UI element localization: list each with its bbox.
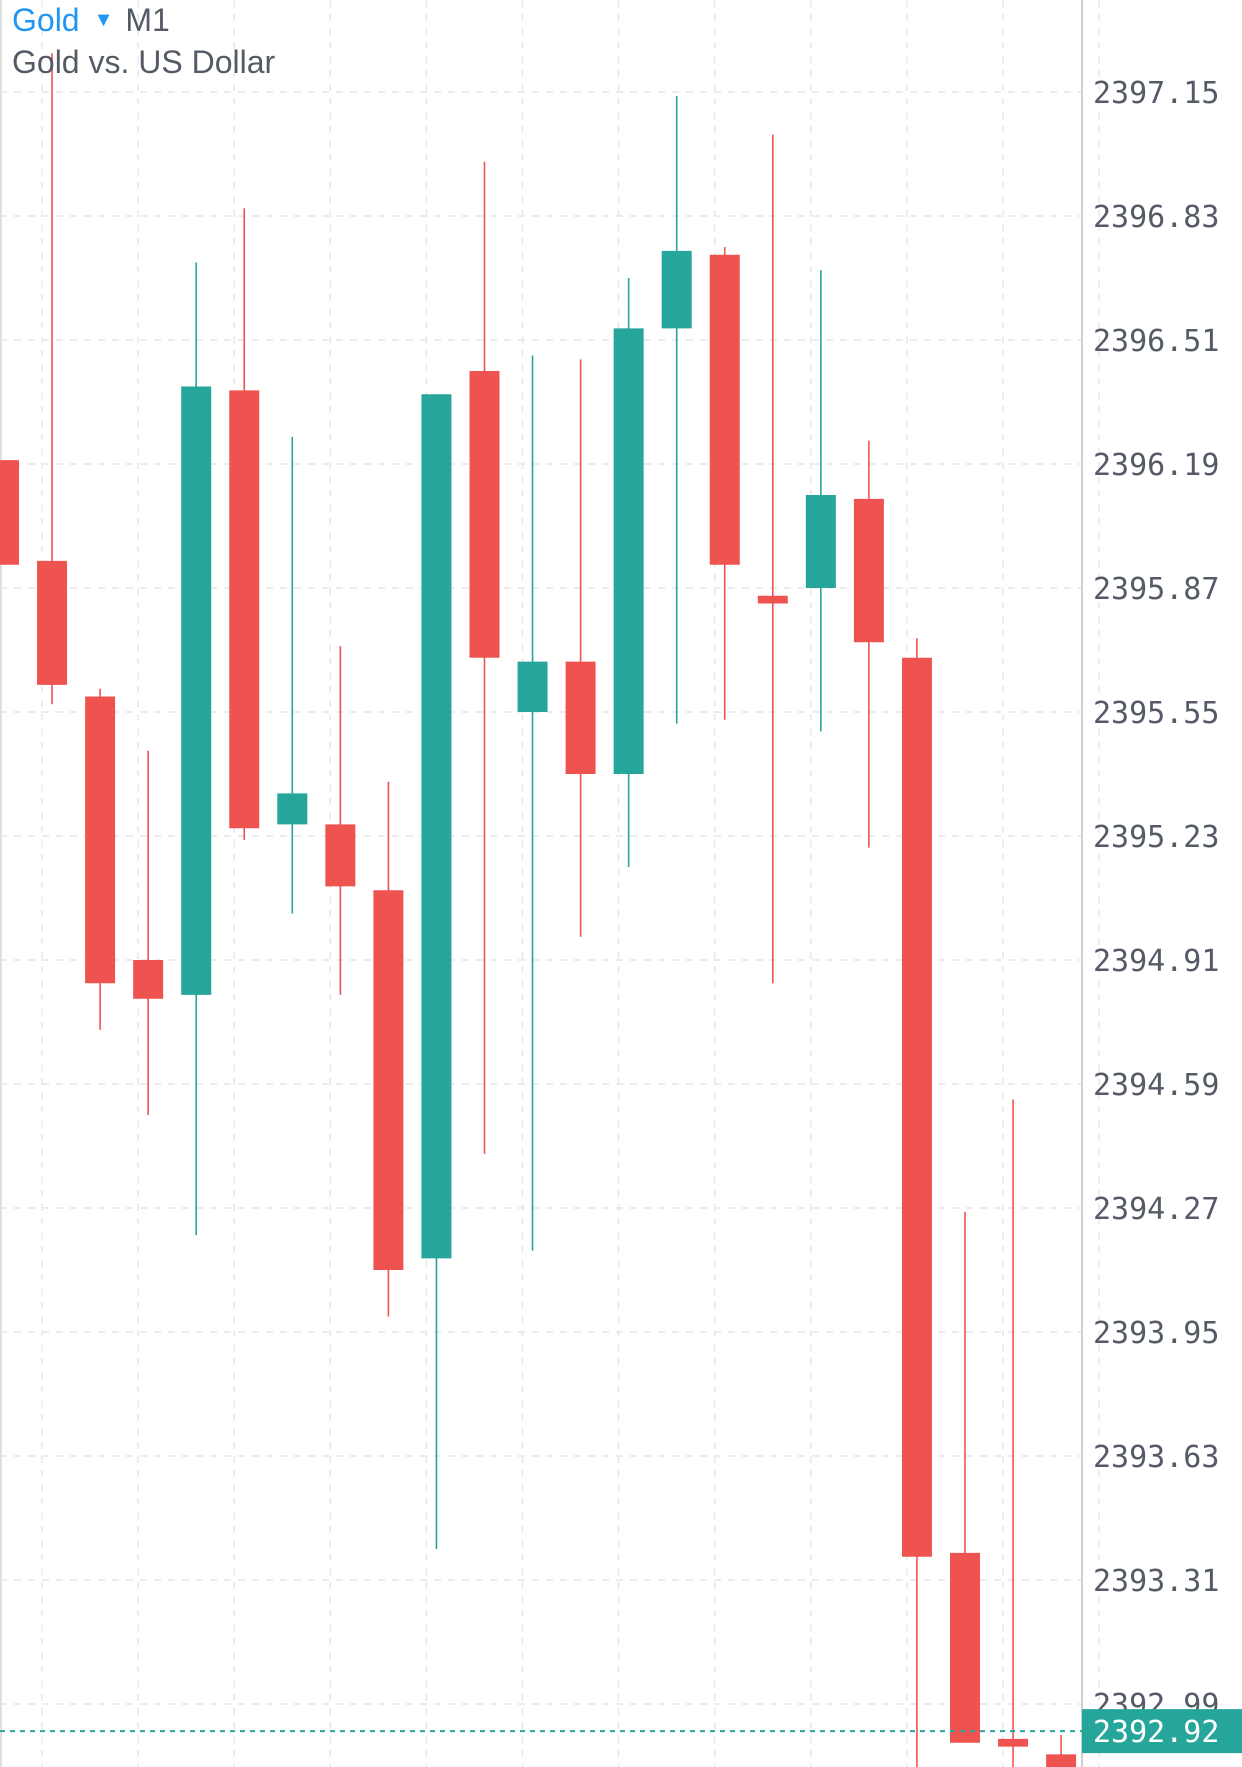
- candle[interactable]: [421, 394, 452, 1549]
- candle-body[interactable]: [373, 890, 404, 1270]
- candle[interactable]: [469, 161, 500, 1154]
- symbol-name[interactable]: Gold: [12, 1, 80, 38]
- candle-body[interactable]: [901, 657, 932, 1557]
- candle-body[interactable]: [757, 595, 788, 604]
- candle-body[interactable]: [853, 498, 884, 643]
- candle[interactable]: [901, 638, 932, 1767]
- candle-body[interactable]: [229, 390, 260, 829]
- candle-body[interactable]: [998, 1738, 1029, 1747]
- candle[interactable]: [757, 134, 788, 984]
- candle[interactable]: [805, 270, 836, 732]
- candle[interactable]: [998, 1099, 1029, 1767]
- timeframe-label[interactable]: M1: [125, 1, 170, 38]
- price-tick-label: 2397.15: [1093, 76, 1219, 111]
- price-tick-label: 2394.27: [1093, 1192, 1219, 1227]
- candle[interactable]: [709, 247, 740, 720]
- price-tick-label: 2395.87: [1093, 572, 1219, 607]
- price-tick-label: 2393.95: [1093, 1316, 1219, 1351]
- price-tick-label: 2394.91: [1093, 944, 1219, 979]
- price-tick-label: 2394.59: [1093, 1068, 1219, 1103]
- candle-body[interactable]: [709, 254, 740, 565]
- candle-body[interactable]: [661, 250, 692, 329]
- last-price-marker: 2392.92: [0, 1709, 1242, 1754]
- candle-body[interactable]: [517, 661, 548, 712]
- symbol-description: Gold vs. US Dollar: [12, 44, 276, 80]
- caret-down-icon[interactable]: ▼: [93, 9, 114, 31]
- candle[interactable]: [37, 53, 68, 705]
- candle[interactable]: [0, 460, 19, 565]
- candle[interactable]: [373, 781, 404, 1317]
- candle[interactable]: [661, 95, 692, 724]
- candle[interactable]: [181, 262, 212, 1236]
- price-tick-label: 2396.51: [1093, 324, 1219, 359]
- candle[interactable]: [517, 355, 548, 1251]
- candle-body[interactable]: [133, 960, 164, 999]
- candle-body[interactable]: [565, 661, 596, 774]
- candles[interactable]: [0, 53, 1077, 1767]
- candle-body[interactable]: [325, 824, 356, 887]
- candle[interactable]: [613, 278, 644, 867]
- price-tick-label: 2396.19: [1093, 448, 1219, 483]
- candle[interactable]: [325, 646, 356, 995]
- price-tick-label: 2395.55: [1093, 696, 1219, 731]
- price-tick-label: 2395.23: [1093, 820, 1219, 855]
- candle-body[interactable]: [181, 386, 212, 995]
- candle-body[interactable]: [85, 696, 116, 984]
- candle-body[interactable]: [0, 460, 19, 565]
- candle[interactable]: [229, 208, 260, 840]
- candle[interactable]: [1046, 1735, 1077, 1767]
- candle-body[interactable]: [805, 495, 836, 588]
- candle[interactable]: [853, 440, 884, 848]
- candle-body[interactable]: [613, 328, 644, 774]
- symbol-row[interactable]: Gold ▼ M1: [12, 0, 275, 40]
- candle-body[interactable]: [277, 793, 308, 825]
- price-tick-label: 2393.63: [1093, 1440, 1219, 1475]
- candle[interactable]: [85, 688, 116, 1030]
- candle[interactable]: [133, 750, 164, 1115]
- candle[interactable]: [565, 359, 596, 937]
- candle-body[interactable]: [1046, 1754, 1077, 1767]
- candle[interactable]: [277, 436, 308, 914]
- candle-body[interactable]: [421, 394, 452, 1259]
- last-price-badge: [1082, 1709, 1242, 1754]
- grid-lines: [0, 0, 1100, 1767]
- candle-body[interactable]: [950, 1552, 980, 1743]
- price-tick-label: 2393.31: [1093, 1564, 1219, 1599]
- candle-body[interactable]: [469, 371, 500, 658]
- chart-header: Gold ▼ M1 Gold vs. US Dollar: [12, 0, 275, 81]
- candle-body[interactable]: [37, 560, 68, 685]
- candle[interactable]: [950, 1211, 980, 1743]
- price-tick-label: 2396.83: [1093, 200, 1219, 235]
- last-price-label: 2392.92: [1093, 1715, 1219, 1750]
